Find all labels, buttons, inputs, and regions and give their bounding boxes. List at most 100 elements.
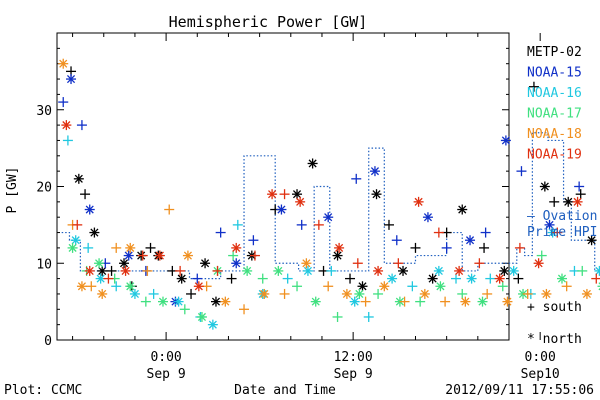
data-point-noaa-16: [466, 273, 477, 284]
data-point-metp-02: [332, 250, 343, 261]
data-point-noaa-16: [148, 288, 159, 299]
data-point-noaa-17: [94, 258, 105, 269]
data-point-noaa-16: [302, 265, 313, 276]
data-point-noaa-19: [514, 242, 525, 253]
data-point-noaa-16: [363, 311, 374, 322]
data-point-noaa-17: [556, 273, 567, 284]
data-point-noaa-15: [480, 227, 491, 238]
data-point-noaa-19: [433, 227, 444, 238]
data-point-noaa-17: [332, 311, 343, 322]
legend: METP-02 NOAA-15 NOAA-16 NOAA-17 NOAA-18 NOAA-…: [527, 45, 597, 347]
data-point-noaa-18: [360, 296, 371, 307]
data-point-noaa-16: [485, 273, 496, 284]
data-point-metp-02: [479, 242, 490, 253]
data-point-noaa-19: [454, 265, 465, 276]
data-point-noaa-17: [310, 296, 321, 307]
data-point-metp-02: [499, 265, 510, 276]
data-point-noaa-15: [465, 235, 476, 246]
data-point-noaa-18: [111, 242, 122, 253]
data-point-noaa-18: [259, 288, 270, 299]
data-point-noaa-19: [533, 258, 544, 269]
data-point-metp-02: [307, 158, 318, 169]
data-point-noaa-18: [482, 288, 493, 299]
data-point-noaa-15: [248, 235, 259, 246]
data-point-noaa-16: [594, 265, 600, 276]
data-point-noaa-19: [137, 250, 148, 261]
data-point-noaa-18: [541, 288, 552, 299]
data-point-noaa-15: [123, 250, 134, 261]
data-point-noaa-16: [433, 265, 444, 276]
data-point-noaa-17: [140, 296, 151, 307]
data-point-noaa-15: [296, 219, 307, 230]
legend-south-marker: + south: [527, 300, 582, 315]
data-point-noaa-19: [572, 196, 583, 207]
x-tick-time: 12:00: [334, 350, 373, 365]
data-point-metp-02: [200, 258, 211, 269]
x-tick-date: Sep 9: [334, 367, 373, 382]
data-point-noaa-15: [516, 166, 527, 177]
data-point-metp-02: [357, 281, 368, 292]
data-point-metp-02: [586, 235, 597, 246]
data-point-noaa-15: [391, 235, 402, 246]
data-point-noaa-18: [142, 265, 153, 276]
data-point-metp-02: [210, 296, 221, 307]
data-point-noaa-16: [62, 135, 73, 146]
data-point-noaa-18: [76, 281, 87, 292]
data-point-noaa-18: [279, 288, 290, 299]
data-point-noaa-18: [581, 288, 592, 299]
data-point-noaa-18: [502, 296, 513, 307]
legend-entry-metp-02: METP-02: [527, 45, 582, 60]
data-point-noaa-19: [313, 219, 324, 230]
data-point-noaa-17: [157, 296, 168, 307]
data-point-noaa-19: [334, 242, 345, 253]
legend-north-marker: * north: [527, 332, 582, 347]
data-point-noaa-17: [577, 265, 588, 276]
data-point-noaa-15: [574, 181, 585, 192]
data-point-noaa-16: [111, 281, 122, 292]
data-point-noaa-17: [597, 282, 600, 291]
legend-entry-noaa-19: NOAA-19: [527, 148, 582, 163]
data-point-noaa-15: [441, 242, 452, 253]
data-point-noaa-18: [164, 204, 175, 215]
data-point-noaa-19: [84, 265, 95, 276]
data-point-noaa-18: [97, 288, 108, 299]
data-point-metp-02: [539, 181, 550, 192]
data-point-metp-02: [398, 265, 409, 276]
data-point-noaa-16: [326, 265, 337, 276]
x-tick-time: 0:00: [150, 350, 181, 365]
data-point-noaa-19: [120, 265, 131, 276]
data-point-noaa-17: [273, 265, 284, 276]
y-axis-label: P [GW]: [5, 167, 20, 214]
data-point-noaa-19: [279, 189, 290, 200]
data-point-noaa-16: [95, 273, 106, 284]
y-tick-label: 20: [36, 181, 52, 196]
data-point-noaa-18: [182, 250, 193, 261]
data-point-metp-02: [549, 196, 560, 207]
legend-entry-noaa-17: NOAA-17: [527, 107, 582, 122]
data-point-noaa-17: [354, 288, 365, 299]
plot-timestamp: 2012/09/11 17:55:06: [445, 383, 594, 398]
data-point-noaa-17: [292, 281, 303, 292]
data-point-noaa-16: [407, 281, 418, 292]
data-point-noaa-16: [232, 219, 243, 230]
legend-ovation-label: — Ovation: [527, 209, 597, 224]
data-point-metp-02: [371, 189, 382, 200]
data-point-noaa-15: [231, 258, 242, 269]
data-point-noaa-19: [591, 273, 600, 284]
y-tick-label: 10: [36, 257, 52, 272]
data-point-metp-02: [186, 288, 197, 299]
data-point-noaa-19: [154, 250, 165, 261]
data-point-metp-02: [575, 189, 586, 200]
data-point-noaa-19: [212, 265, 223, 276]
data-point-metp-02: [176, 273, 187, 284]
data-point-noaa-16: [349, 296, 360, 307]
data-point-noaa-15: [544, 219, 555, 230]
data-point-noaa-19: [61, 120, 72, 131]
data-point-noaa-15: [192, 273, 203, 284]
data-point-noaa-17: [373, 288, 384, 299]
data-point-noaa-16: [387, 273, 398, 284]
data-point-noaa-17: [415, 296, 426, 307]
data-point-noaa-15: [276, 204, 287, 215]
data-point-noaa-18: [341, 288, 352, 299]
data-point-metp-02: [80, 189, 91, 200]
